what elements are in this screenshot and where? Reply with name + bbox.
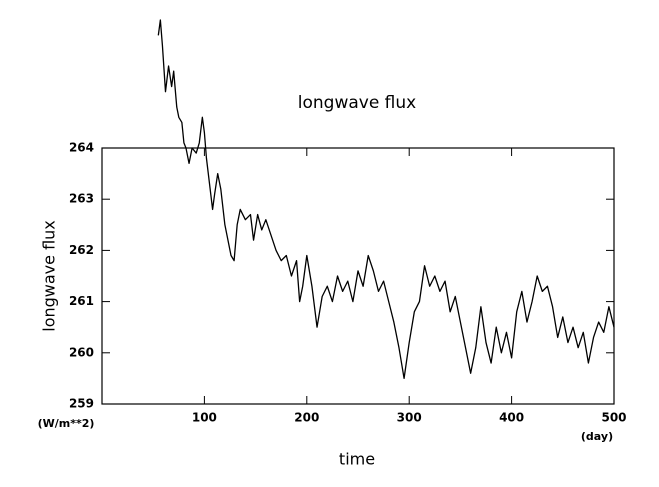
x-unit: (day) xyxy=(581,430,613,443)
plot-frame xyxy=(101,147,615,405)
x-tick-label: 100 xyxy=(192,411,217,425)
data-line xyxy=(157,19,615,380)
x-tick-label: 300 xyxy=(397,411,422,425)
y-tick-label: 259 xyxy=(69,397,94,411)
y-tick-label: 261 xyxy=(69,294,94,308)
x-tick-label: 200 xyxy=(294,411,319,425)
y-tick-label: 263 xyxy=(69,192,94,206)
y-tick-label: 264 xyxy=(69,141,94,155)
x-tick-label: 400 xyxy=(499,411,524,425)
y-tick-label: 262 xyxy=(69,243,94,257)
y-unit: (W/m**2) xyxy=(38,417,95,430)
x-axis-title: time xyxy=(339,450,375,469)
chart-title: longwave flux xyxy=(298,93,416,113)
y-tick-label: 260 xyxy=(69,345,94,359)
y-axis-title: longwave flux xyxy=(40,220,59,332)
x-tick-label: 500 xyxy=(601,411,626,425)
